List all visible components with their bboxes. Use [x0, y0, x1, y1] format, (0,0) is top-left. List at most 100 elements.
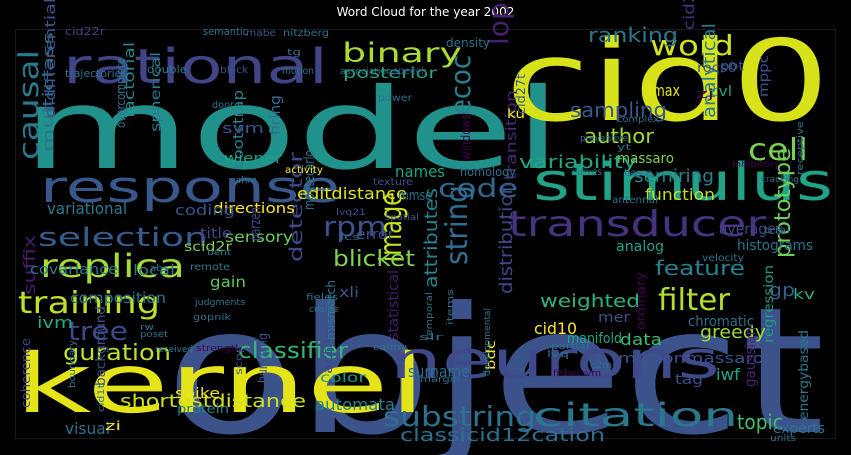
- word-coherence: coherence: [19, 338, 33, 408]
- word-cid22r: cid22r: [65, 25, 106, 38]
- word-energybased: energybased: [797, 330, 812, 420]
- word-cid0: cid0: [505, 17, 830, 147]
- word-cracking: cracking: [761, 175, 799, 185]
- word-filter: filter: [658, 283, 731, 318]
- word-didifferential: didifferential: [43, 0, 59, 118]
- word-bent: bent: [207, 248, 232, 258]
- word-error: error: [356, 227, 394, 243]
- word-mismatch: mismatch: [324, 280, 338, 340]
- word-topic: topic: [737, 410, 783, 434]
- word-semantic: semantic: [203, 25, 248, 38]
- word-scop: scop: [234, 345, 245, 375]
- word-neurons: neurons: [390, 331, 720, 391]
- word-ivm: ivm: [37, 313, 73, 332]
- word-cloud-frame: [15, 29, 836, 439]
- word-local: local: [133, 263, 175, 279]
- word-ranking: ranking: [588, 23, 678, 47]
- word-canny: canny: [373, 343, 408, 353]
- word-author: author: [584, 124, 655, 148]
- word-parzen: parzen: [248, 207, 264, 241]
- word-code: code: [438, 174, 518, 204]
- word-distribution: distribution: [496, 182, 517, 294]
- word-title: title: [200, 226, 232, 242]
- word-antennal: antennal: [612, 195, 658, 206]
- word-cell: cell: [748, 133, 808, 168]
- word-color: color: [320, 371, 367, 386]
- word-velocity: velocity: [702, 253, 744, 264]
- word-slr: slr: [419, 333, 444, 343]
- word-sensory: sensory: [225, 228, 293, 246]
- word-manifold: manifold: [567, 331, 622, 347]
- word-multiclass: multiclass: [41, 32, 57, 152]
- word-rational: rational: [63, 39, 328, 95]
- word-door: door: [212, 100, 235, 111]
- word-replica: replica: [40, 247, 185, 285]
- word-ecoc: ecoc: [444, 55, 477, 115]
- word-association: association: [340, 67, 392, 77]
- word-response: response: [40, 162, 340, 213]
- word-remote: remote: [190, 262, 230, 273]
- word-galaxies: galaxies: [767, 345, 777, 393]
- word-developmental: developmental: [483, 308, 493, 376]
- word-double: double: [147, 63, 187, 76]
- word-gp: gp: [769, 280, 795, 301]
- word-variability: variability: [519, 152, 637, 173]
- word-analog: analog: [616, 239, 664, 255]
- word-svm: svm: [222, 121, 264, 137]
- word-texture: texture: [373, 177, 413, 188]
- word-posterior: posterior: [343, 64, 438, 82]
- word-covariance: covariance: [30, 262, 118, 278]
- word-object: object: [165, 271, 825, 455]
- word-selection: selection: [38, 223, 208, 253]
- word-transducer: transducer: [508, 204, 766, 245]
- word-boundary: boundary: [68, 339, 78, 388]
- word-analytical: analytical: [699, 23, 720, 118]
- word-guration: guration: [63, 341, 171, 366]
- word-xli: xli: [339, 285, 359, 301]
- word-composition: composition: [70, 289, 166, 307]
- word-poset: poset: [140, 330, 169, 340]
- word-motion: motion: [282, 66, 314, 77]
- word-mer: mer: [598, 310, 630, 326]
- word-activity: activity: [285, 165, 323, 176]
- word-wiener: wiener: [224, 151, 282, 167]
- word-preventive: preventive: [580, 134, 628, 144]
- word-mabe: mabe: [246, 28, 276, 39]
- word-visual: visual: [65, 419, 110, 438]
- word-lvq: lvq: [547, 350, 569, 360]
- word-kernel: kernel: [14, 337, 426, 432]
- word-background: background: [94, 306, 109, 386]
- word-classicid12cation: classicid12cation: [400, 425, 605, 446]
- word-directions: directions: [213, 201, 295, 217]
- word-block: block: [220, 65, 248, 76]
- word-gain: gain: [210, 273, 246, 291]
- word-mmse: mmse: [398, 188, 432, 204]
- word-fishersvm: fishersvm: [553, 369, 601, 379]
- word-automata: automata: [315, 395, 395, 414]
- word-spherical: spherical: [149, 52, 164, 132]
- word-feature: feature: [655, 256, 745, 280]
- word-strength: strength: [196, 344, 242, 354]
- word-semiring: semiring: [634, 166, 714, 187]
- word-detector: detector: [286, 151, 307, 262]
- word-active: active: [321, 324, 335, 374]
- word-lcs: lcs: [340, 233, 361, 243]
- word-rocs0: rocs0: [697, 61, 737, 76]
- word-items: items: [446, 289, 456, 325]
- word-weighted: weighted: [540, 291, 640, 312]
- word-citation: citation: [533, 396, 738, 434]
- word-statistical: statistical: [386, 270, 402, 340]
- word-montecarlo: montecarlo: [302, 150, 318, 210]
- word-overcomplete: overcomplete: [114, 58, 128, 128]
- word-experts: experts: [773, 421, 825, 437]
- word-abs: abs: [150, 264, 168, 274]
- word-zi: zi: [105, 419, 121, 433]
- word-judgments: judgments: [194, 298, 245, 308]
- word-gopnik: gopnik: [193, 313, 232, 323]
- word-power: power: [378, 93, 413, 104]
- word-shortestdistance: shortestdistance: [120, 391, 306, 412]
- word-margin: margin: [420, 375, 460, 385]
- word-tree: tree: [68, 317, 128, 347]
- word-windows: windows: [459, 114, 473, 160]
- word-suffix: suffix: [20, 235, 39, 295]
